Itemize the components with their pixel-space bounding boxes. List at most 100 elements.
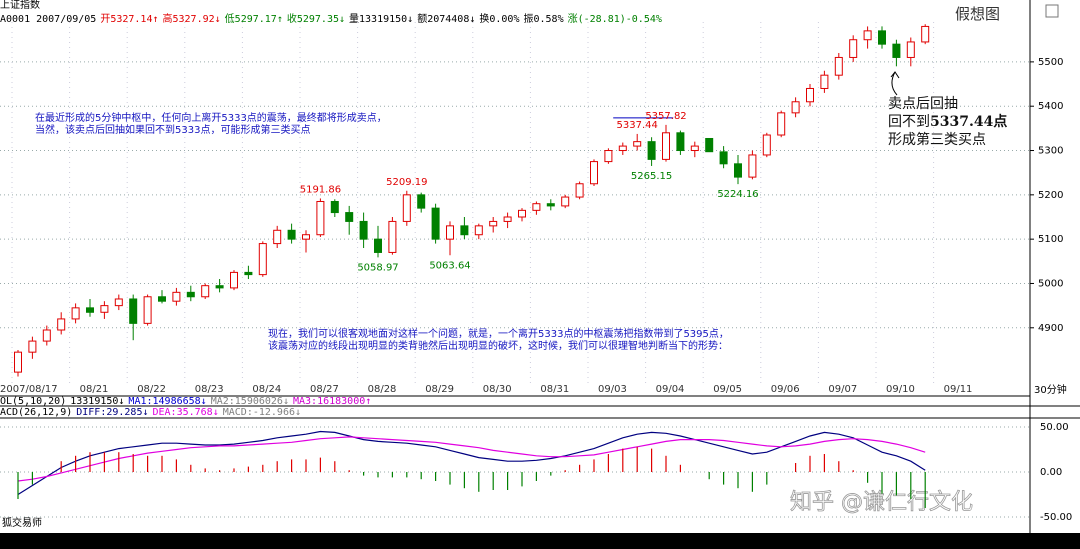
macd-line bbox=[17, 436, 926, 482]
y-tick-label: 0.00 bbox=[1040, 467, 1062, 478]
macd-legend-item: DIFF:29.285↓ bbox=[76, 407, 148, 418]
candle-body bbox=[662, 132, 670, 160]
candle-body bbox=[14, 351, 22, 373]
y-tick-label: 4900 bbox=[1038, 323, 1063, 334]
period-label: 30分钟 bbox=[1034, 383, 1067, 396]
quote-item: 涨(-28.81)-0.54% bbox=[568, 13, 662, 25]
footer-left: 狐交易师 bbox=[2, 516, 42, 529]
y-tick-label: 5400 bbox=[1038, 101, 1063, 112]
price-label: 5357.82 bbox=[645, 111, 686, 122]
candle-body bbox=[518, 209, 526, 218]
candle-body bbox=[273, 229, 282, 245]
window-icon[interactable] bbox=[1045, 4, 1059, 18]
candle-body bbox=[388, 220, 397, 253]
x-tick-label: 08/23 bbox=[195, 384, 224, 395]
candle-body bbox=[575, 183, 584, 198]
macd-legend-item: MACD:-12.966↓ bbox=[223, 407, 301, 418]
candle-body bbox=[359, 220, 368, 240]
candle-body bbox=[316, 200, 325, 236]
candle-body bbox=[417, 194, 426, 209]
quote-item: 振0.58% bbox=[523, 12, 563, 25]
macd-legend: ACD(26,12,9) DIFF:29.285↓ DEA:35.768↓ MACD:… bbox=[0, 407, 301, 418]
volume-legend-item: 13319150↓ bbox=[70, 396, 124, 407]
x-tick-label: 08/24 bbox=[252, 384, 281, 395]
y-tick-label: 5200 bbox=[1038, 190, 1063, 201]
candle-body bbox=[690, 145, 699, 152]
candle-body bbox=[172, 291, 181, 302]
x-tick-label: 09/04 bbox=[656, 384, 685, 395]
candle-body bbox=[762, 134, 771, 156]
candle-body bbox=[633, 141, 642, 147]
callout-value: 5337.44点 bbox=[930, 113, 1007, 130]
x-tick-label: 09/10 bbox=[886, 384, 915, 395]
quote-item: 收5297.35↓ bbox=[287, 12, 345, 25]
candle-body bbox=[402, 194, 411, 222]
candle-body bbox=[921, 25, 930, 43]
quote: A0001 2007/09/05 开5327.14↑ 高5327.92↓ 低5297.… bbox=[0, 12, 662, 25]
candle-body bbox=[849, 39, 858, 58]
quote-item: 低5297.17↑ bbox=[225, 12, 283, 25]
y-tick-label: 50.00 bbox=[1040, 422, 1069, 433]
volume-legend: OL(5,10,20) 13319150↓ MA1:14986658↓ MA2:159… bbox=[0, 396, 371, 407]
y-tick-label: 5000 bbox=[1038, 278, 1063, 289]
candle-body bbox=[546, 203, 555, 207]
x-tick-label: 2007/08/17 bbox=[0, 384, 58, 395]
candle-body bbox=[834, 56, 843, 76]
candle-body bbox=[345, 212, 354, 222]
note: 现在，我们可以很客观地面对这样一个问题，就是，一个离开5333点的中枢震荡把指数… bbox=[268, 327, 729, 340]
candle-body bbox=[734, 163, 742, 178]
price-label: 5191.86 bbox=[300, 184, 341, 195]
note: 在最近形成的5分钟中枢中，任何向上离开5333点的震荡，最终都将形成卖点， bbox=[35, 111, 387, 124]
candle-body bbox=[777, 112, 786, 136]
watermark: 知乎 @谦仁行文化 bbox=[790, 490, 973, 515]
price-label: 5337.44 bbox=[617, 120, 658, 131]
quote-item: A0001 2007/09/05 bbox=[0, 14, 96, 25]
candle-body bbox=[604, 150, 613, 163]
macd-legend-item: DEA:35.768↓ bbox=[153, 407, 219, 418]
quote-item: 开5327.14↑ bbox=[100, 14, 158, 25]
quote-item: 额2074408↓ bbox=[417, 12, 475, 25]
y-tick-label: 5100 bbox=[1038, 234, 1063, 245]
candle-body bbox=[143, 296, 152, 324]
scenario-label: 假想图 bbox=[955, 5, 1000, 23]
candle-body bbox=[129, 298, 138, 324]
price-label: 5058.97 bbox=[357, 262, 398, 273]
candle-body bbox=[244, 271, 253, 276]
candle-body bbox=[446, 225, 454, 240]
candle-body bbox=[114, 298, 123, 307]
quote-item: 换0.00% bbox=[479, 12, 519, 25]
candle-body bbox=[561, 196, 570, 207]
x-tick-label: 09/11 bbox=[944, 384, 973, 395]
candle-body bbox=[374, 238, 382, 253]
volume-legend-item: MA3:16183000↑ bbox=[293, 396, 371, 407]
x-tick-label: 08/29 bbox=[425, 384, 454, 395]
note: 该震荡对应的线段出现明显的类背驰然后出现明显的破坏，这时候，我们可以很理智地判断… bbox=[268, 339, 728, 352]
candle-body bbox=[431, 207, 440, 240]
macd-line bbox=[17, 430, 926, 496]
candle-body bbox=[57, 318, 66, 331]
note: 当然，该卖点后回抽如果回不到5333点，可能形成第三类买点 bbox=[35, 123, 310, 136]
candle-body bbox=[86, 307, 94, 313]
x-tick-label: 09/07 bbox=[828, 384, 857, 395]
candle-body bbox=[618, 145, 627, 152]
header-title: 上证指数 bbox=[0, 0, 40, 11]
x-tick-label: 08/27 bbox=[310, 384, 339, 395]
candle-body bbox=[474, 225, 483, 236]
candle-body bbox=[215, 285, 224, 289]
candle-body bbox=[719, 151, 728, 165]
macd-title: ACD(26,12,9) bbox=[0, 407, 72, 418]
candle-body bbox=[863, 30, 872, 41]
x-tick-label: 08/28 bbox=[368, 384, 397, 395]
candle-body bbox=[647, 141, 656, 160]
candle-body bbox=[676, 132, 685, 152]
price-label: 5209.19 bbox=[386, 177, 427, 188]
candle-body bbox=[201, 285, 210, 298]
y-tick-label: 5500 bbox=[1038, 57, 1063, 68]
price-label: 5063.64 bbox=[429, 260, 470, 271]
candle-body bbox=[489, 220, 498, 227]
x-tick-label: 08/21 bbox=[80, 384, 109, 395]
candle-body bbox=[806, 87, 814, 103]
candle-body bbox=[158, 296, 166, 302]
bottom-bar bbox=[0, 533, 1080, 549]
